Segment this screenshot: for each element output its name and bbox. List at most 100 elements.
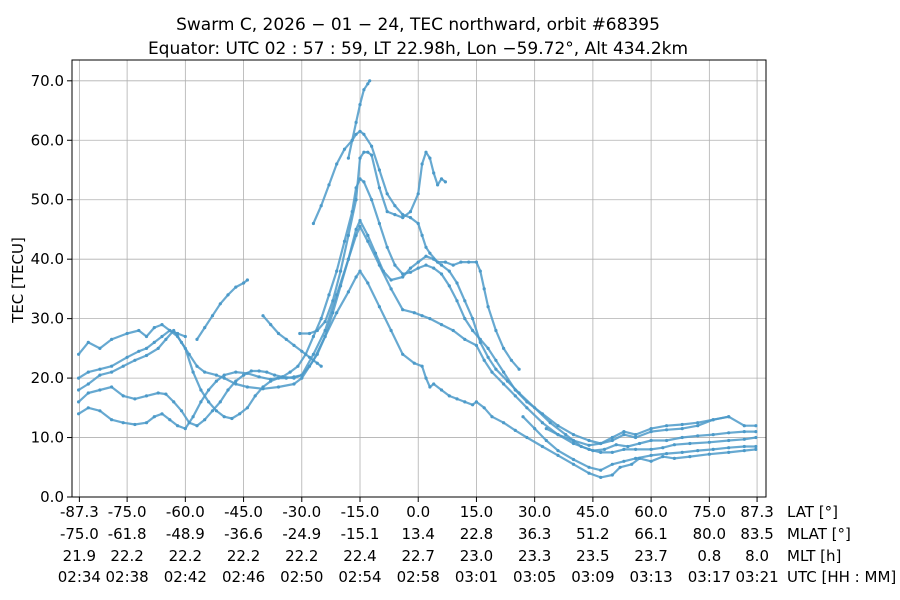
data-point [389, 278, 393, 282]
data-point [634, 456, 638, 460]
data-point [474, 343, 478, 347]
data-point [665, 452, 669, 456]
data-point [168, 418, 172, 422]
data-point [471, 403, 475, 407]
data-point [754, 447, 758, 451]
data-point [521, 415, 525, 419]
data-point [711, 433, 715, 437]
data-point [86, 340, 90, 344]
data-point [599, 475, 603, 479]
data-point [420, 233, 424, 237]
data-point [610, 435, 614, 440]
data-point [416, 221, 420, 226]
data-point [649, 430, 653, 434]
data-point [439, 323, 444, 327]
data-point [451, 263, 455, 267]
data-point [77, 388, 81, 392]
data-point [168, 328, 172, 333]
data-point [245, 278, 249, 282]
data-point [571, 433, 576, 437]
data-point [245, 385, 249, 389]
data-point [455, 281, 459, 285]
data-point [284, 337, 288, 341]
data-point [544, 438, 548, 443]
data-point [490, 415, 494, 419]
data-point [77, 400, 81, 404]
data-point [490, 370, 494, 374]
x-tick-label: 23.5 [576, 547, 609, 565]
data-point [455, 397, 459, 401]
data-point [424, 376, 428, 380]
data-point [253, 394, 257, 398]
x-row-label: UTC [HH : MM] [787, 568, 896, 586]
data-point [292, 376, 296, 380]
data-point [292, 382, 296, 386]
data-point [742, 437, 746, 441]
data-point [257, 375, 261, 379]
data-point [556, 424, 560, 428]
data-point [354, 227, 358, 231]
data-point [610, 438, 614, 443]
data-point [377, 168, 381, 172]
data-point [214, 379, 218, 383]
data-point [319, 317, 323, 321]
x-row-label: LAT [°] [787, 503, 838, 521]
data-point [331, 311, 335, 315]
x-tick-label: 87.3 [740, 503, 773, 521]
data-point [634, 435, 638, 440]
data-point [358, 269, 362, 273]
data-point [665, 424, 669, 428]
data-point [269, 377, 273, 381]
x-tick-label: -75.0 [60, 525, 99, 543]
x-tick-label: 22.2 [285, 547, 318, 565]
data-point [300, 373, 304, 377]
series-line [195, 278, 249, 341]
data-point [269, 323, 273, 327]
series-s12 [544, 415, 731, 447]
data-point [754, 424, 758, 428]
data-point [463, 400, 467, 404]
series-line [77, 225, 757, 454]
data-point [307, 355, 312, 359]
data-point [300, 349, 304, 353]
data-point [727, 450, 731, 454]
x-tick-label: -61.8 [108, 525, 147, 543]
data-point [544, 427, 548, 431]
data-point [571, 462, 576, 466]
data-point [428, 317, 432, 321]
data-point [742, 430, 746, 434]
x-tick-label: 03:13 [629, 568, 672, 586]
data-point [183, 334, 187, 339]
data-point [144, 394, 149, 398]
data-point [649, 447, 653, 451]
data-point [86, 391, 90, 395]
data-point [261, 314, 265, 318]
data-point [471, 317, 475, 321]
data-point [696, 424, 700, 428]
data-point [323, 320, 327, 324]
data-point [630, 462, 634, 466]
data-point [257, 369, 261, 373]
data-point [273, 373, 277, 377]
data-point [665, 428, 669, 432]
data-point [288, 370, 292, 374]
y-tick-label: 60.0 [31, 131, 64, 149]
data-point [622, 447, 626, 451]
data-point [377, 305, 381, 309]
data-point [540, 412, 545, 416]
data-point [587, 471, 591, 475]
x-tick-label: 22.2 [169, 547, 202, 565]
x-tick-label: 8.0 [745, 547, 769, 565]
data-point [587, 443, 591, 447]
x-tick-label: 66.1 [634, 525, 667, 543]
data-point [742, 449, 746, 453]
data-point [622, 433, 626, 437]
data-point [358, 156, 362, 160]
data-point [711, 447, 715, 451]
data-point [319, 364, 323, 368]
data-point [199, 400, 203, 404]
data-point [210, 314, 215, 318]
data-point [634, 447, 638, 451]
data-point [548, 421, 552, 425]
x-tick-label: -75.0 [108, 503, 147, 521]
